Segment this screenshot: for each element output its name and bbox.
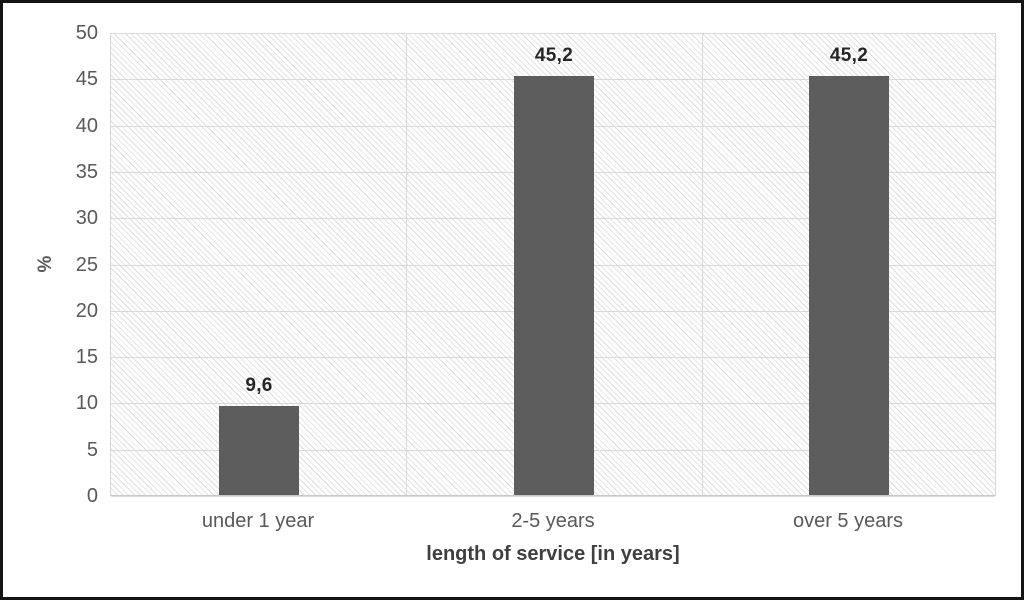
x-category-label: 2-5 years <box>511 510 595 532</box>
y-tick-label: 45 <box>75 68 98 91</box>
x-axis-title: length of service [in years] <box>426 543 680 565</box>
x-axis-line <box>111 495 995 496</box>
x-category-label: under 1 year <box>201 510 315 532</box>
bar-value-label: 45,2 <box>534 45 574 66</box>
y-tick-label: 15 <box>75 346 98 369</box>
gridline-horizontal <box>111 496 995 497</box>
plot-area: 9,6 45,2 45,2 <box>110 33 996 497</box>
bar-value-label: 9,6 <box>245 375 273 396</box>
gridline-vertical <box>406 34 407 495</box>
y-tick-label: 50 <box>75 22 98 44</box>
y-tick-label: 35 <box>75 160 98 183</box>
y-tick-label: 40 <box>75 114 98 137</box>
gridline-horizontal <box>111 33 995 34</box>
y-tick-label: 5 <box>86 438 98 461</box>
y-tick-label: 0 <box>86 485 98 507</box>
y-tick-label: 10 <box>75 392 98 415</box>
y-tick-label: 20 <box>75 299 98 322</box>
bar-value-label: 45,2 <box>829 45 869 66</box>
gridline-vertical <box>702 34 703 495</box>
y-tick-label: 25 <box>75 253 98 276</box>
bar <box>809 76 889 495</box>
y-tick-label: 30 <box>75 207 98 230</box>
x-category-label: over 5 years <box>792 510 904 532</box>
bar <box>219 406 299 495</box>
bar <box>514 76 594 495</box>
